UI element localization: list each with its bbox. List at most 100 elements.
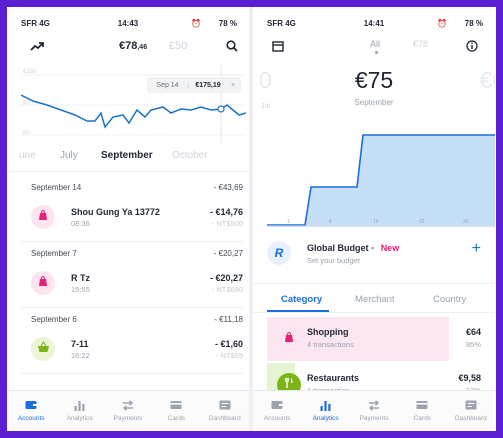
search-icon[interactable] bbox=[225, 39, 239, 53]
transaction-row[interactable]: 7-11 16:22 - €1,60 - NT$55 bbox=[31, 337, 243, 367]
tab-accounts[interactable]: Accounts bbox=[253, 399, 301, 422]
secondary-balance[interactable]: €78 bbox=[413, 39, 429, 49]
battery-label: 78 % bbox=[218, 19, 237, 28]
period-label: September bbox=[354, 98, 394, 107]
tick-15: 15 bbox=[373, 219, 379, 225]
tab-accounts[interactable]: Accounts bbox=[7, 399, 55, 422]
analytics-screen: SFR 4G 14:41 ⏰ 78 % All €78 0 Jul €75 €6… bbox=[253, 7, 495, 431]
chart-scale-top: €150 bbox=[23, 69, 37, 75]
tab-merchant[interactable]: Merchant bbox=[355, 294, 395, 305]
tab-cards[interactable]: Cards bbox=[152, 399, 200, 422]
next-month-amount[interactable]: €6 bbox=[479, 67, 495, 93]
accounts-screen: SFR 4G 14:43 ⏰ 78 % €78,46 £50 €150 90 6… bbox=[7, 7, 249, 431]
tooltip-close-icon[interactable]: × bbox=[230, 81, 236, 89]
carrier-label: SFR 4G bbox=[21, 19, 50, 28]
tick-22: 22 bbox=[419, 219, 425, 225]
group-total: - €43,69 bbox=[213, 183, 243, 192]
tab-payments[interactable]: Payments bbox=[350, 399, 398, 422]
merchant-name: 7-11 bbox=[71, 339, 89, 349]
clock: 14:43 bbox=[117, 19, 139, 28]
tab-analytics[interactable]: Analytics bbox=[56, 399, 104, 422]
transaction-amount: - €20,27 bbox=[209, 273, 243, 283]
tick-29: 29 bbox=[463, 219, 469, 225]
shopping-bag-badge bbox=[31, 205, 55, 229]
tab-country[interactable]: Country bbox=[433, 294, 467, 305]
divider bbox=[253, 312, 495, 313]
tick-1: 1 bbox=[287, 219, 290, 225]
budget-title: Global Budget bbox=[307, 243, 369, 253]
clock: 14:41 bbox=[363, 19, 385, 28]
tab-label: Dashboard bbox=[454, 415, 487, 422]
month-july[interactable]: July bbox=[60, 150, 78, 161]
balance-whole: €78 bbox=[119, 40, 138, 52]
tab-payments[interactable]: Payments bbox=[104, 399, 152, 422]
category-percent: 85% bbox=[465, 340, 481, 349]
chart-scale-low: 60 bbox=[23, 131, 30, 137]
category-amount: €64 bbox=[465, 327, 481, 337]
balance-main[interactable]: €78,46 bbox=[119, 40, 147, 52]
balance-secondary[interactable]: £50 bbox=[169, 40, 188, 52]
trend-icon[interactable] bbox=[29, 39, 45, 53]
tab-cards[interactable]: Cards bbox=[398, 399, 446, 422]
tab-analytics[interactable]: Analytics bbox=[302, 399, 350, 422]
screen-divider bbox=[249, 7, 253, 431]
transaction-row[interactable]: Shou Gung Ya 13772 08:36 - €14,76 - NT$500 bbox=[31, 205, 243, 235]
prev-month-amount[interactable]: 0 bbox=[259, 67, 272, 93]
month-total: €75 bbox=[354, 67, 394, 93]
budget-dot: • bbox=[371, 243, 375, 253]
transaction-amount-local: - NT$500 bbox=[211, 219, 243, 228]
tab-label: Payments bbox=[359, 415, 389, 422]
basket-badge bbox=[31, 337, 55, 361]
new-badge: New bbox=[380, 243, 400, 253]
filter-all[interactable]: All bbox=[370, 39, 381, 49]
app-frame: SFR 4G 14:43 ⏰ 78 % €78,46 £50 €150 90 6… bbox=[7, 7, 496, 431]
tab-dashboard[interactable]: Dashboard bbox=[201, 399, 249, 422]
info-icon[interactable] bbox=[465, 39, 479, 53]
tab-category[interactable]: Category bbox=[281, 294, 323, 305]
add-budget-button[interactable]: + bbox=[471, 240, 481, 257]
prev-month-label: Jul bbox=[261, 103, 270, 110]
budget-title-row: Global Budget • New bbox=[307, 243, 399, 253]
transaction-time: 16:22 bbox=[71, 351, 90, 360]
alarm-icon: ⏰ bbox=[191, 19, 201, 28]
group-date: September 7 bbox=[31, 249, 77, 258]
month-september[interactable]: September bbox=[101, 150, 153, 161]
chart-scale-mid: 90 bbox=[23, 101, 30, 107]
month-june[interactable]: une bbox=[19, 150, 36, 161]
divider bbox=[21, 241, 243, 242]
transaction-amount: - €1,60 bbox=[214, 339, 243, 349]
transaction-row[interactable]: R Tz 15:55 - €20,27 - NT$690 bbox=[31, 271, 243, 301]
bottom-tab-bar: Accounts Analytics Payments Cards Dashboard bbox=[253, 390, 495, 431]
tab-label: Payments bbox=[113, 415, 143, 422]
revolut-logo-icon: R bbox=[267, 241, 291, 265]
carrier-label: SFR 4G bbox=[267, 19, 296, 28]
category-amount: €9,58 bbox=[458, 373, 481, 383]
budget-subtitle: Set your budget bbox=[307, 256, 360, 265]
calendar-icon[interactable] bbox=[271, 39, 285, 53]
merchant-name: R Tz bbox=[71, 273, 90, 283]
shopping-bag-icon bbox=[283, 330, 295, 348]
tab-label: Cards bbox=[413, 415, 432, 422]
transfer-icon bbox=[350, 399, 398, 411]
wallet-icon bbox=[7, 399, 55, 411]
group-total: - €20,27 bbox=[213, 249, 243, 258]
cutlery-icon bbox=[283, 376, 295, 394]
basket-icon bbox=[37, 340, 50, 358]
selected-point bbox=[217, 105, 225, 113]
month-selector: une July September October bbox=[7, 150, 249, 164]
alarm-icon: ⏰ bbox=[437, 19, 447, 28]
transaction-time: 08:36 bbox=[71, 219, 90, 228]
global-budget-card[interactable]: R Global Budget • New Set your budget + bbox=[267, 237, 481, 271]
category-name: Shopping bbox=[307, 327, 349, 337]
status-bar: SFR 4G 14:41 ⏰ 78 % bbox=[253, 19, 495, 31]
shopping-bag-badge bbox=[277, 327, 301, 351]
transaction-amount-local: - NT$690 bbox=[211, 285, 243, 294]
balance-cents: ,46 bbox=[137, 44, 148, 51]
category-row[interactable]: Shopping 4 transactions €64 85% bbox=[267, 317, 481, 361]
month-october[interactable]: October bbox=[172, 150, 208, 161]
tab-dashboard[interactable]: Dashboard bbox=[447, 399, 495, 422]
tooltip-date: Sep 14 bbox=[147, 81, 189, 89]
card-icon bbox=[398, 399, 446, 411]
tab-label: Cards bbox=[167, 415, 186, 422]
wallet-icon bbox=[253, 399, 301, 411]
